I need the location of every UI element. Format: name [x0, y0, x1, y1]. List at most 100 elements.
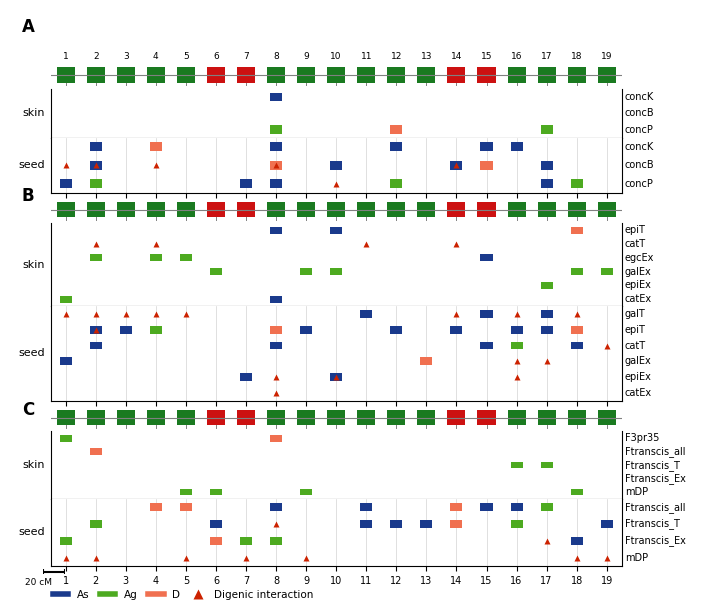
FancyBboxPatch shape	[541, 503, 552, 512]
FancyBboxPatch shape	[570, 537, 583, 545]
FancyBboxPatch shape	[390, 326, 402, 334]
FancyBboxPatch shape	[417, 67, 435, 83]
Text: C: C	[22, 401, 34, 419]
FancyBboxPatch shape	[360, 310, 372, 318]
Text: skin: skin	[22, 460, 45, 470]
FancyBboxPatch shape	[570, 268, 583, 275]
Text: F3pr35: F3pr35	[625, 433, 659, 443]
FancyBboxPatch shape	[477, 410, 495, 425]
FancyBboxPatch shape	[90, 179, 102, 188]
FancyBboxPatch shape	[330, 227, 342, 234]
FancyBboxPatch shape	[360, 520, 372, 528]
Text: mDP: mDP	[625, 487, 648, 497]
Text: epiEx: epiEx	[625, 372, 651, 382]
FancyBboxPatch shape	[568, 410, 586, 425]
FancyBboxPatch shape	[59, 435, 72, 442]
FancyBboxPatch shape	[541, 310, 552, 318]
FancyBboxPatch shape	[508, 410, 526, 425]
FancyBboxPatch shape	[541, 282, 552, 289]
FancyBboxPatch shape	[59, 296, 72, 302]
FancyBboxPatch shape	[328, 410, 345, 425]
Text: 13: 13	[421, 52, 432, 61]
Text: seed: seed	[18, 528, 45, 537]
FancyBboxPatch shape	[270, 435, 282, 442]
Text: concB: concB	[625, 160, 654, 170]
Text: mDP: mDP	[625, 553, 648, 562]
FancyBboxPatch shape	[300, 488, 312, 496]
FancyBboxPatch shape	[116, 410, 134, 425]
Text: catT: catT	[625, 239, 646, 249]
FancyBboxPatch shape	[150, 503, 162, 512]
FancyBboxPatch shape	[90, 143, 102, 151]
Text: epiT: epiT	[625, 225, 646, 235]
FancyBboxPatch shape	[357, 410, 375, 425]
FancyBboxPatch shape	[147, 202, 165, 217]
FancyBboxPatch shape	[388, 202, 406, 217]
FancyBboxPatch shape	[270, 227, 282, 234]
FancyBboxPatch shape	[570, 326, 583, 334]
Text: 18: 18	[571, 52, 583, 61]
Text: catEx: catEx	[625, 294, 651, 304]
FancyBboxPatch shape	[207, 67, 225, 83]
FancyBboxPatch shape	[207, 410, 225, 425]
Text: concP: concP	[625, 124, 654, 135]
Text: concB: concB	[625, 108, 654, 118]
FancyBboxPatch shape	[570, 488, 583, 496]
Text: Ftranscis_Ex: Ftranscis_Ex	[625, 536, 685, 547]
FancyBboxPatch shape	[210, 537, 222, 545]
Text: 11: 11	[361, 52, 372, 61]
FancyBboxPatch shape	[297, 67, 315, 83]
Text: 12: 12	[390, 52, 402, 61]
FancyBboxPatch shape	[510, 462, 523, 469]
FancyBboxPatch shape	[59, 357, 72, 365]
FancyBboxPatch shape	[116, 202, 134, 217]
FancyBboxPatch shape	[598, 410, 616, 425]
FancyBboxPatch shape	[357, 202, 375, 217]
FancyBboxPatch shape	[90, 448, 102, 455]
FancyBboxPatch shape	[390, 125, 402, 133]
FancyBboxPatch shape	[541, 282, 552, 289]
FancyBboxPatch shape	[207, 202, 225, 217]
Text: B: B	[22, 187, 34, 204]
FancyBboxPatch shape	[120, 326, 132, 334]
Text: egcEx: egcEx	[625, 253, 654, 263]
Text: 5: 5	[183, 52, 189, 61]
Text: concK: concK	[625, 142, 654, 152]
Text: galEx: galEx	[625, 267, 651, 277]
FancyBboxPatch shape	[330, 373, 342, 381]
Text: skin: skin	[22, 108, 45, 118]
FancyBboxPatch shape	[180, 503, 192, 512]
FancyBboxPatch shape	[510, 503, 523, 512]
FancyBboxPatch shape	[150, 503, 162, 512]
Text: 1: 1	[63, 52, 69, 61]
FancyBboxPatch shape	[270, 537, 282, 545]
Text: Ftranscis_Ex: Ftranscis_Ex	[625, 473, 685, 484]
FancyBboxPatch shape	[150, 326, 162, 334]
FancyBboxPatch shape	[150, 503, 162, 512]
FancyBboxPatch shape	[90, 160, 102, 170]
Text: seed: seed	[18, 348, 45, 359]
FancyBboxPatch shape	[450, 520, 463, 528]
FancyBboxPatch shape	[180, 255, 192, 261]
FancyBboxPatch shape	[481, 503, 492, 512]
Text: seed: seed	[18, 160, 45, 170]
FancyBboxPatch shape	[541, 179, 552, 188]
Text: Ftranscis_all: Ftranscis_all	[625, 502, 685, 513]
FancyBboxPatch shape	[570, 179, 583, 188]
FancyBboxPatch shape	[448, 410, 466, 425]
Text: 15: 15	[481, 52, 492, 61]
FancyBboxPatch shape	[297, 410, 315, 425]
FancyBboxPatch shape	[508, 202, 526, 217]
FancyBboxPatch shape	[300, 488, 312, 496]
FancyBboxPatch shape	[448, 67, 466, 83]
FancyBboxPatch shape	[300, 326, 312, 334]
FancyBboxPatch shape	[538, 410, 556, 425]
FancyBboxPatch shape	[116, 67, 134, 83]
FancyBboxPatch shape	[237, 202, 255, 217]
Text: 19: 19	[601, 52, 612, 61]
FancyBboxPatch shape	[87, 67, 105, 83]
FancyBboxPatch shape	[180, 488, 192, 496]
FancyBboxPatch shape	[237, 67, 255, 83]
FancyBboxPatch shape	[270, 125, 282, 133]
FancyBboxPatch shape	[59, 537, 72, 545]
